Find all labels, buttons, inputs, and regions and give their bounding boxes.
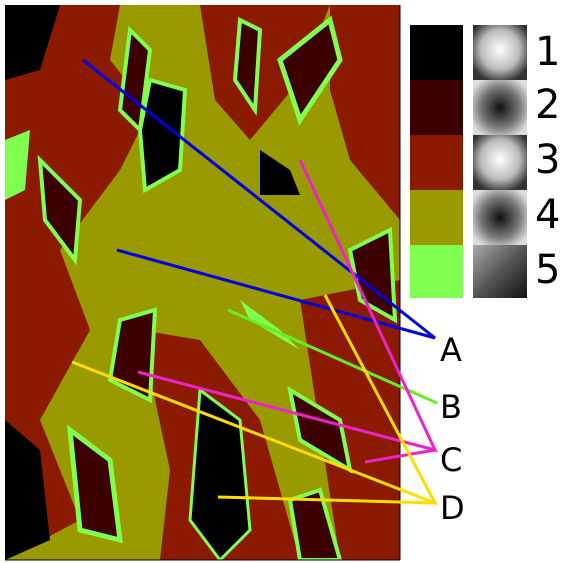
callout-label: D [440,489,465,527]
legend-label: 5 [535,247,560,293]
swatch [410,80,463,135]
callout-label: A [440,331,462,369]
patch [473,190,527,245]
figure: 1 2 3 4 5 A B C D [0,0,563,563]
swatch [410,190,463,245]
segmentation-map [5,5,400,560]
callout-label: B [440,388,462,426]
patch [473,25,527,80]
legend-label: 1 [535,29,560,75]
swatch [410,245,463,298]
legend-labels: 1 2 3 4 5 [535,29,560,293]
legend-label: 4 [535,192,560,238]
legend-label: 2 [535,82,560,128]
legend-label: 3 [535,137,560,183]
swatch [410,135,463,190]
patch [473,80,527,135]
patch [473,135,527,190]
swatch [410,25,463,80]
legend-swatches [410,25,527,298]
patch [473,245,527,298]
callout-label: C [440,441,462,479]
callout-labels: A B C D [440,331,465,527]
